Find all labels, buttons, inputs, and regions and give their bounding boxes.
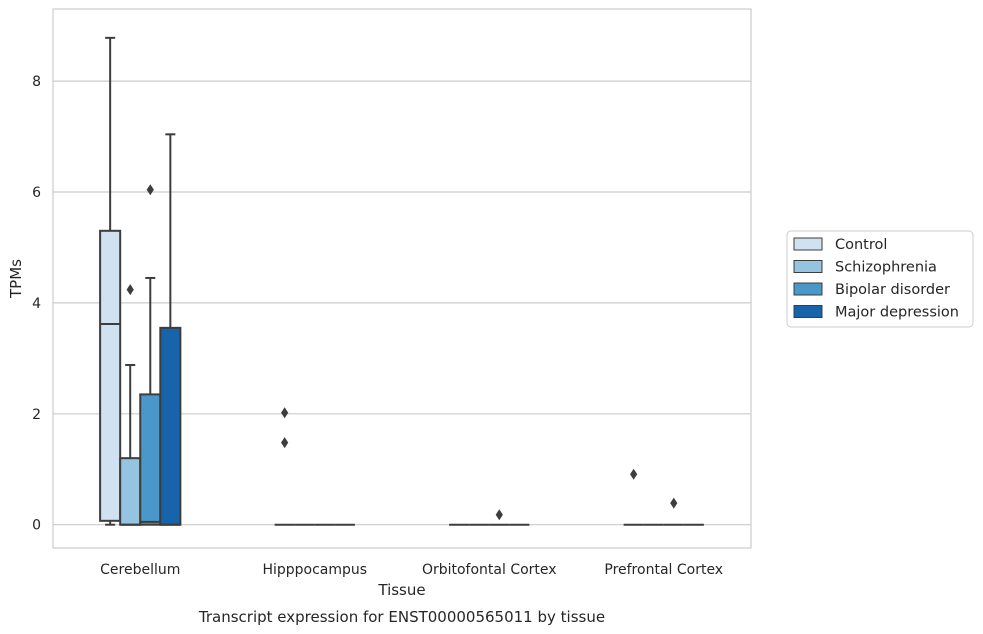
- x-tick-label: Cerebellum: [100, 562, 180, 578]
- outlier-point: [281, 437, 289, 449]
- outlier-point: [670, 497, 678, 509]
- chart-title: Transcript expression for ENST0000056501…: [198, 608, 605, 626]
- box-plot: [99, 36, 122, 526]
- y-axis-label: TPMs: [7, 259, 25, 299]
- legend-label: Schizophrenia: [835, 260, 937, 276]
- x-tick-label: Orbitofontal Cortex: [422, 562, 557, 578]
- box: [119, 457, 142, 526]
- legend-label: Control: [835, 237, 887, 253]
- legend-frame: [786, 230, 974, 328]
- box: [159, 326, 182, 526]
- box: [139, 393, 162, 526]
- y-tick-label: 8: [32, 74, 41, 90]
- box-plot: [274, 407, 295, 526]
- outlier-point: [495, 509, 503, 521]
- y-tick-label: 4: [32, 296, 41, 312]
- legend-swatch: [793, 305, 823, 318]
- legend-swatch: [793, 282, 823, 296]
- box-plot: [139, 184, 162, 526]
- box-plot: [623, 468, 644, 526]
- y-tick-labels: 0 2 4 6 8: [32, 74, 41, 534]
- y-tick-label: 6: [32, 185, 41, 201]
- x-tick-labels: Cerebellum Hipppocampus Orbitofontal Corte…: [100, 562, 723, 578]
- legend-label: Major depression: [835, 305, 959, 321]
- x-tick-label: Prefrontal Cortex: [604, 562, 723, 578]
- x-axis-label: Tissue: [377, 581, 425, 599]
- box-plot: [119, 284, 142, 526]
- box-plot: [663, 497, 684, 526]
- outlier-point: [146, 184, 154, 196]
- outlier-point: [281, 407, 289, 419]
- plot-frame: [52, 8, 752, 549]
- legend: Control Schizophrenia Bipolar disorder Majo…: [786, 230, 974, 328]
- legend-label: Bipolar disorder: [835, 282, 950, 298]
- box-plots: [99, 36, 704, 526]
- legend-swatch: [793, 260, 823, 273]
- y-tick-label: 2: [32, 407, 41, 423]
- box-plot: [159, 133, 182, 526]
- box-plot: [489, 509, 510, 526]
- x-tick-label: Hipppocampus: [262, 562, 367, 578]
- y-tick-label: 0: [32, 518, 41, 534]
- outlier-point: [630, 468, 638, 480]
- legend-swatch: [793, 237, 823, 251]
- outlier-point: [126, 284, 134, 296]
- box: [99, 229, 122, 522]
